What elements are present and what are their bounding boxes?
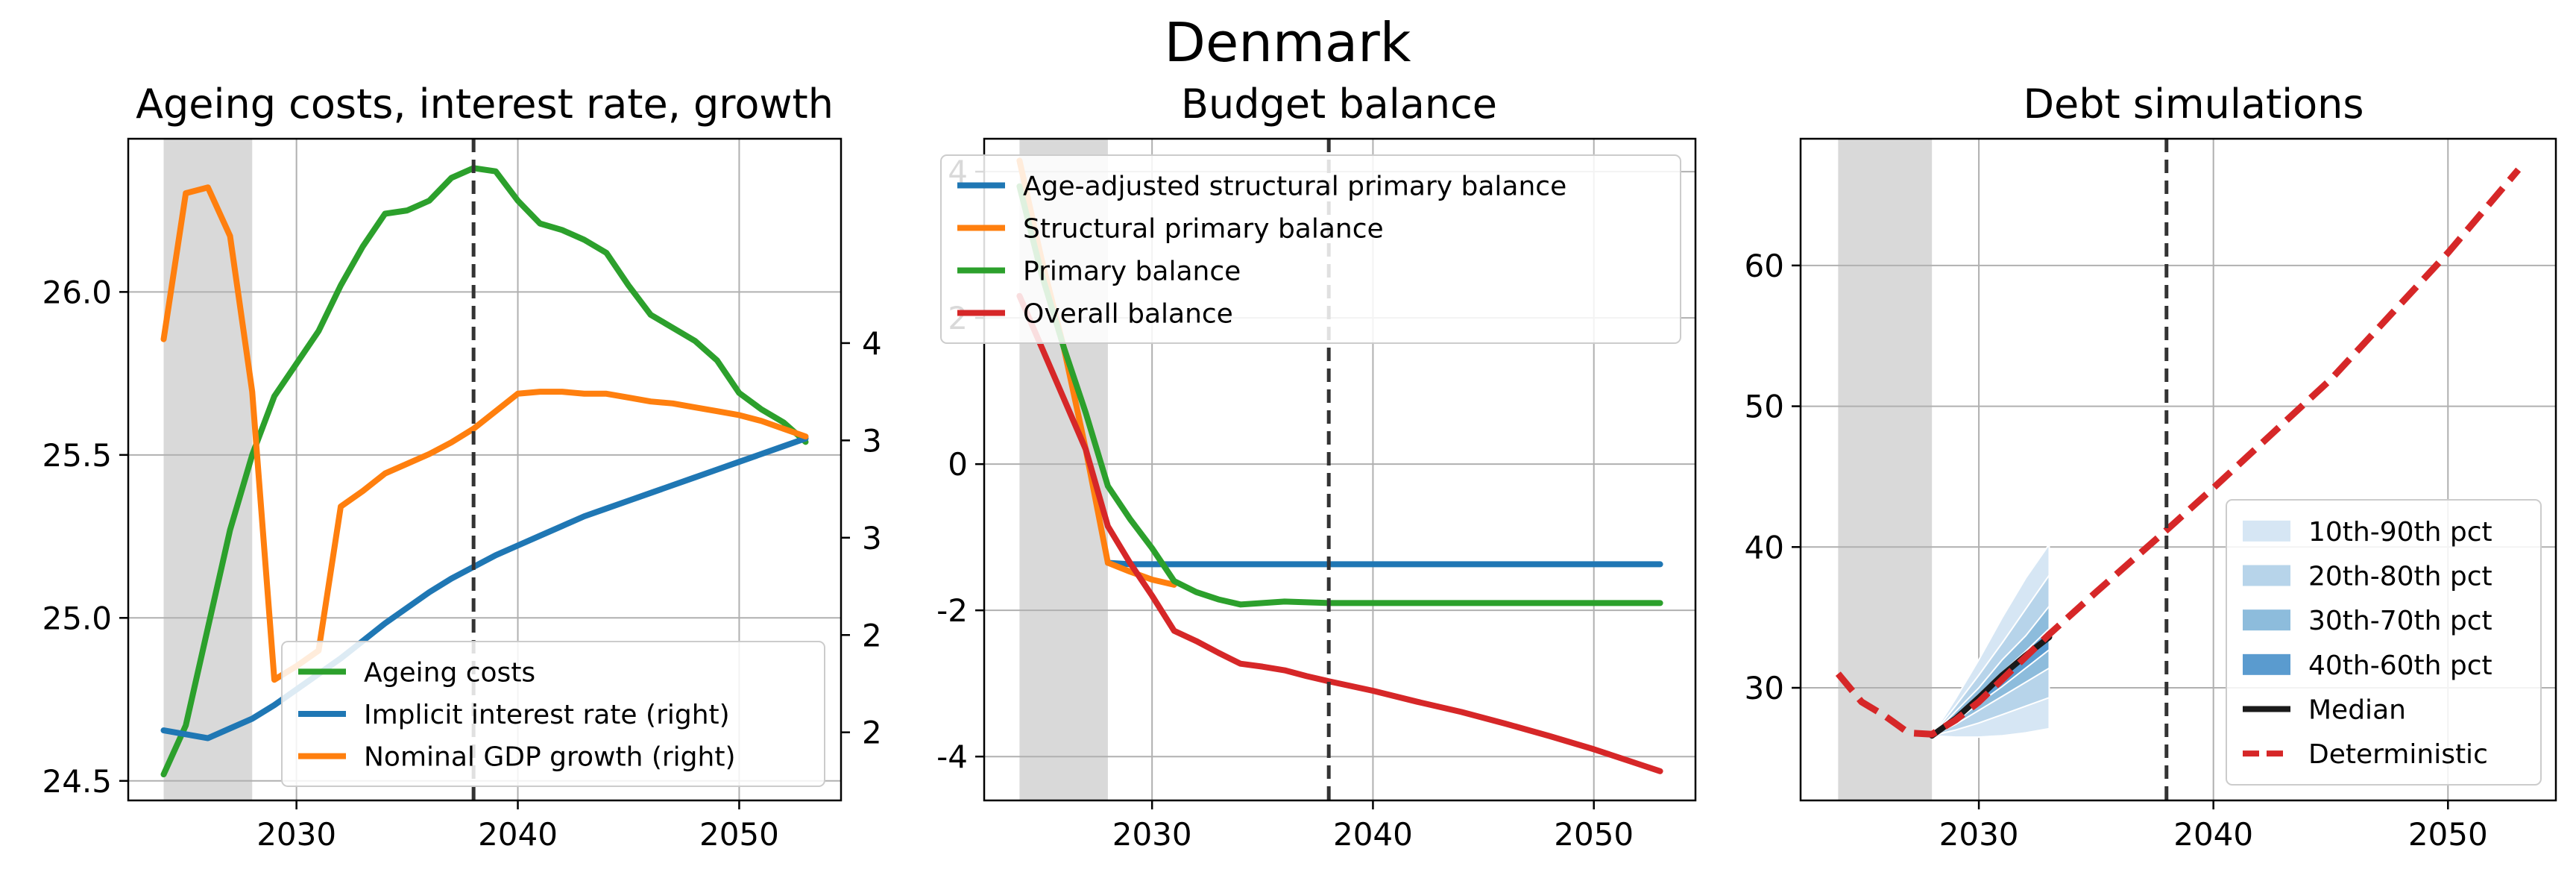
- x-tick-label: 2030: [256, 816, 336, 853]
- axes-frame: [127, 137, 843, 802]
- y-tick-label: 24.5: [42, 763, 112, 800]
- legend-box: [940, 154, 1681, 344]
- x-tick-label: 2040: [2173, 816, 2253, 853]
- y2-tick-label: 3: [862, 520, 882, 556]
- legend-swatch: [2243, 653, 2290, 675]
- legend-swatch: [2243, 565, 2290, 586]
- series-line-nominal-gdp-growth-right: [160, 184, 809, 683]
- y-tick-label: -4: [936, 739, 968, 775]
- y-tick-label: -2: [936, 592, 968, 629]
- legend-label-median: Median: [2308, 695, 2406, 726]
- panel-title-ageing: Ageing costs, interest rate, growth: [136, 81, 834, 128]
- legend-swatch: [2243, 520, 2290, 542]
- legend-label-age-adjusted-structural-primary-balance: Age-adjusted structural primary balance: [1023, 172, 1566, 202]
- x-tick-label: 2030: [1112, 816, 1192, 853]
- legend-label-40th-60th-pct: 40th-60th pct: [2308, 650, 2492, 681]
- y-tick-label: 0: [948, 446, 968, 483]
- y-tick-label: 60: [1745, 248, 1784, 284]
- y2-tick-label: 4: [862, 325, 882, 362]
- y-tick-label: 25.0: [42, 600, 112, 636]
- y-tick-label: 40: [1745, 529, 1784, 565]
- x-tick-label: 2050: [2408, 816, 2488, 853]
- axes-frame: [983, 137, 1697, 802]
- panel-debt-simulations: Debt simulations 2030 2040 2050 30 40 50 60 10t…: [1745, 81, 2557, 853]
- series-line-overall-balance: [1016, 292, 1663, 774]
- y2-tick-label: 3: [862, 422, 882, 459]
- x-tick-label: 2040: [478, 816, 558, 853]
- legend-label-deterministic: Deterministic: [2308, 739, 2488, 770]
- x-tick-label: 2050: [699, 816, 779, 853]
- series-line-age-adjusted-structural-primary-balance: [1104, 559, 1663, 568]
- figure-suptitle: Denmark: [1165, 11, 1411, 74]
- x-tick-label: 2050: [1554, 816, 1634, 853]
- series-line-deterministic: [1835, 167, 2522, 738]
- y-tick-label: 30: [1745, 670, 1784, 706]
- panel-budget-balance: Budget balance 203020402050-4-2024Age-ad…: [936, 81, 1697, 853]
- legend-box: [281, 641, 825, 787]
- series-line-ageing-costs: [160, 165, 809, 778]
- legend-label-nominal-gdp-growth-right: Nominal GDP growth (right): [364, 742, 736, 773]
- y-tick-label: 26.0: [42, 274, 112, 310]
- y-tick-label: 25.5: [42, 437, 112, 474]
- legend-label-primary-balance: Primary balance: [1023, 257, 1241, 287]
- legend-label-implicit-interest-rate-right: Implicit interest rate (right): [364, 700, 730, 730]
- x-tick-label: 2030: [1939, 816, 2019, 853]
- legend: 10th-90th pct 20th-80th pct 30th-70th pct 4…: [2226, 499, 2542, 786]
- series-line-implicit-interest-rate-right: [160, 435, 809, 742]
- legend-swatch: [2243, 609, 2290, 631]
- legend-box: [2226, 499, 2542, 786]
- legend-label-structural-primary-balance: Structural primary balance: [1023, 214, 1384, 245]
- legend-label-30th-70th-pct: 30th-70th pct: [2308, 606, 2492, 636]
- legend: Ageing costs Implicit interest rate (righ…: [281, 641, 825, 787]
- y2-tick-label: 2: [862, 715, 882, 751]
- y-tick-label: 50: [1745, 389, 1784, 425]
- x-tick-label: 2040: [1333, 816, 1413, 853]
- legend-label-20th-80th-pct: 20th-80th pct: [2308, 562, 2492, 592]
- shaded-region: [1838, 139, 1933, 800]
- legend-label-ageing-costs: Ageing costs: [364, 657, 535, 688]
- panel-title-debt: Debt simulations: [2023, 81, 2364, 128]
- y2-tick-label: 2: [862, 617, 882, 653]
- panel-title-budget: Budget balance: [1181, 81, 1497, 128]
- series-line-primary-balance: [1016, 183, 1663, 608]
- legend-label-overall-balance: Overall balance: [1023, 299, 1233, 330]
- panel-ageing-costs: Ageing costs, interest rate, growth 2030…: [42, 81, 881, 853]
- legend: Age-adjusted structural primary balance S…: [940, 154, 1681, 344]
- legend-label-10th-90th-pct: 10th-90th pct: [2308, 517, 2492, 548]
- axes-frame: [1799, 137, 2557, 802]
